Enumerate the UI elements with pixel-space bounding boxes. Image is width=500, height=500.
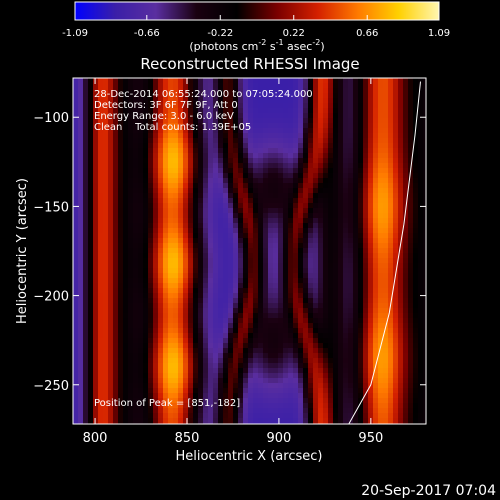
colorbar-ticks: -1.09 -0.66 -0.22 0.22 0.66 1.09 — [62, 15, 450, 39]
colorbar-unit-label: (photons cm-2 s-1 asec-2) — [189, 38, 324, 53]
footer-timestamp: 20-Sep-2017 07:04 — [361, 483, 496, 499]
annotations: 28-Dec-2014 06:55:24.000 to 07:05:24.000… — [94, 89, 313, 409]
x-tick-label: 800 — [83, 431, 108, 446]
colorbar-tick-label: -0.66 — [134, 28, 160, 39]
x-tick-label: 850 — [175, 431, 200, 446]
y-tick-label: −150 — [33, 200, 69, 215]
x-axis-label: Heliocentric X (arcsec) — [176, 449, 323, 464]
y-tick-label: −100 — [33, 111, 69, 126]
y-tick-label: −200 — [33, 290, 69, 305]
colorbar-tick-label: 0.66 — [356, 28, 378, 39]
y-axis-ticks: −100 −150 −200 −250 — [33, 111, 426, 394]
x-tick-label: 950 — [358, 431, 383, 446]
x-axis-ticks: 800 850 900 950 — [83, 78, 383, 446]
plot-frame — [72, 77, 427, 425]
chart-title: Reconstructed RHESSI Image — [140, 55, 359, 73]
colorbar-tick-label: -0.22 — [207, 28, 233, 39]
colorbar-gradient — [74, 1, 440, 21]
solar-limb-curve — [348, 81, 421, 424]
annotation-energy: Energy Range: 3.0 - 6.0 keV — [94, 111, 234, 122]
y-axis-label: Heliocentric Y (arcsec) — [15, 178, 30, 324]
colorbar-tick-label: -1.09 — [62, 28, 88, 39]
heatmap-image — [73, 78, 426, 424]
colorbar: -1.09 -0.66 -0.22 0.22 0.66 1.09 (photons cm-… — [62, 1, 450, 53]
annotation-peak: Position of Peak = [851,-182] — [94, 398, 240, 409]
plot-area: 800 850 900 950 −100 −150 −200 −250 — [33, 77, 427, 446]
x-tick-label: 900 — [267, 431, 292, 446]
y-tick-label: −250 — [33, 379, 69, 394]
colorbar-tick-label: 0.22 — [283, 28, 305, 39]
annotation-detectors: Detectors: 3F 6F 7F 9F, Att 0 — [94, 100, 238, 111]
annotation-time-range: 28-Dec-2014 06:55:24.000 to 07:05:24.000 — [94, 89, 313, 100]
annotation-method: Clean Total counts: 1.39E+05 — [94, 122, 251, 133]
colorbar-tick-label: 1.09 — [428, 28, 450, 39]
